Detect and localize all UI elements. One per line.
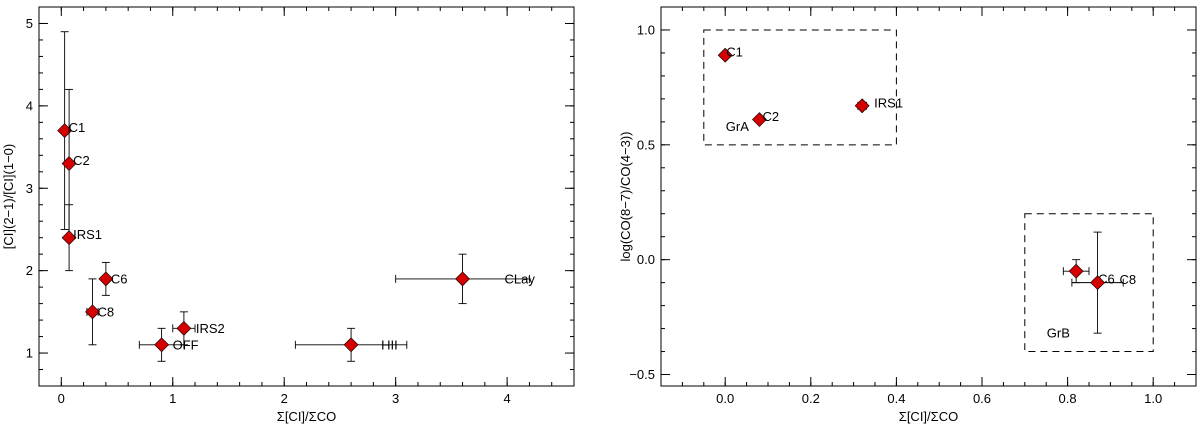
data-point-hii <box>343 337 359 353</box>
x-tick-label: 2 <box>281 391 288 406</box>
x-axis-label: Σ[CI]/ΣCO <box>277 409 336 424</box>
data-point-c8 <box>1090 275 1105 291</box>
data-point-c6 <box>1068 263 1084 279</box>
group-label-grb: GrB <box>1047 326 1070 341</box>
x-tick-label: 0.6 <box>973 391 991 406</box>
y-tick-label: 1 <box>26 346 33 361</box>
x-tick-label: 0.4 <box>887 391 905 406</box>
point-label-irs1: IRS1 <box>73 227 102 242</box>
y-tick-label: 0.5 <box>637 137 655 152</box>
group-box-grb <box>1024 213 1154 353</box>
point-label-off: OFF <box>173 337 199 352</box>
y-tick-label: 3 <box>26 181 33 196</box>
plot-frame <box>38 6 575 387</box>
data-point-off <box>154 337 170 353</box>
data-point-c2 <box>752 112 767 127</box>
plot-frame <box>660 6 1197 387</box>
point-label-c2: C2 <box>73 153 90 168</box>
y-tick-label: 2 <box>26 263 33 278</box>
x-axis-label: Σ[CI]/ΣCO <box>899 409 958 424</box>
point-label-c1: C1 <box>69 120 86 135</box>
point-label-hii: HII <box>381 337 398 352</box>
group-box-gra <box>703 29 897 146</box>
data-point-irs2 <box>176 320 192 336</box>
y-tick-label: −0.5 <box>629 367 655 382</box>
y-axis-label: [CI](2−1)/[CI](1−0) <box>1 144 16 249</box>
x-tick-label: 0.8 <box>1059 391 1077 406</box>
data-point-c1 <box>717 47 733 63</box>
y-tick-label: 1.0 <box>637 22 655 37</box>
y-tick-label: 4 <box>26 98 33 113</box>
y-tick-label: 0.0 <box>637 252 655 267</box>
data-point-c6 <box>98 271 114 287</box>
point-label-c8: C8 <box>98 304 115 319</box>
point-label-c2: C2 <box>762 109 779 124</box>
right-panel: 0.0 0.2 0.4 0.6 0.8 1.0 −0.5 0.0 0.5 1.0 Σ[CI]/ΣCO… <box>618 6 1197 424</box>
x-tick-label: 4 <box>504 391 511 406</box>
group-label-gra: GrA <box>726 119 749 134</box>
data-point-c8 <box>85 304 100 320</box>
x-tick-label: 1.0 <box>1144 391 1162 406</box>
x-tick-label: 0 <box>58 391 65 406</box>
data-point-irs1 <box>61 230 77 246</box>
point-label-irs2: IRS2 <box>196 321 225 336</box>
point-label-irs1: IRS1 <box>874 95 903 110</box>
data-point-irs1 <box>854 98 870 114</box>
point-label-c6: C6 <box>111 271 128 286</box>
x-tick-label: 3 <box>392 391 399 406</box>
point-label-clay: CLay <box>505 271 536 286</box>
x-tick-label: 1 <box>169 391 176 406</box>
point-label-c8: C8 <box>1120 272 1137 287</box>
data-point-c2 <box>61 156 77 171</box>
data-point-clay <box>455 271 470 287</box>
x-tick-label: 0.0 <box>716 391 734 406</box>
point-label-c1: C1 <box>726 45 743 60</box>
y-tick-label: 5 <box>26 16 33 31</box>
left-panel: 0 1 2 3 4 1 2 3 4 5 Σ[CI]/ΣCO [CI](2−1)/[CI](1−0) C1… <box>1 6 575 424</box>
x-tick-label: 0.2 <box>802 391 820 406</box>
y-axis-label: log(CO(8−7)/CO(4−3)) <box>618 131 633 261</box>
